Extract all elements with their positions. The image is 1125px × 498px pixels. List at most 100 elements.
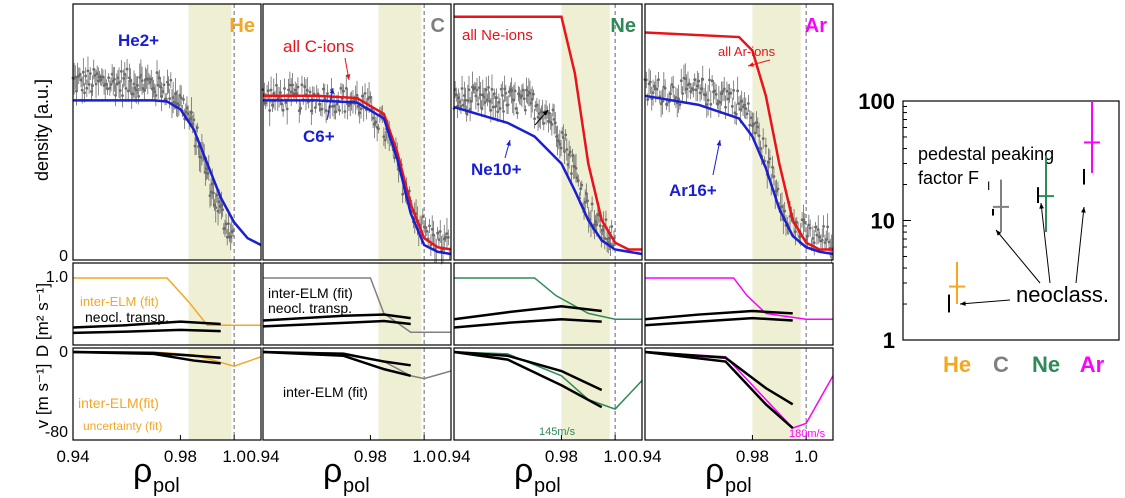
data-point [125,67,129,71]
data-point [571,154,574,157]
arrow-Ne-data-head [542,110,548,116]
data-point [308,90,312,94]
data-point [133,86,137,90]
data-point [354,98,358,102]
data-point [226,222,230,226]
data-point [148,80,152,84]
data-point [495,96,498,100]
data-point [332,104,336,108]
peaking-title-line1: pedestal peaking [918,144,1054,164]
data-point [342,89,345,93]
data-point [550,122,554,126]
data-point [564,133,568,137]
data-point [669,92,672,96]
data-point [213,203,216,207]
data-point [490,87,494,91]
data-point [446,235,450,239]
data-point [648,80,652,84]
data-point [753,131,757,135]
data-point [475,88,479,92]
data-point [149,78,153,81]
data-point [458,100,462,104]
data-point [485,98,489,102]
data-point [732,88,736,92]
peaking-title-sub: I [987,179,990,193]
panel-frame [262,347,452,441]
panel-frame [262,3,452,261]
peaking-title-line2: factor F [918,168,979,188]
D-tick-1: 1.0 [46,269,68,286]
data-point [755,121,758,124]
panel-frame [72,262,262,346]
data-point [334,110,337,114]
data-point [296,85,300,89]
data-point [134,88,138,92]
data-point [99,78,103,82]
data-point [566,163,570,166]
data-point [716,102,719,106]
data-point [428,224,431,228]
data-point [487,85,490,89]
data-point [767,160,770,164]
data-point [208,194,212,198]
data-point [131,92,135,96]
data-point [324,109,328,112]
data-point [127,76,131,80]
data-point [689,90,693,93]
data-point [557,140,561,143]
data-point [225,235,229,239]
data-point [214,206,218,210]
arrow-neocl-C-head [996,230,1002,236]
data-point [109,83,113,86]
data-point [98,75,101,79]
data-point [823,241,827,245]
data-point [512,98,516,102]
data-point [674,96,678,99]
data-point [659,102,663,106]
data-point [459,105,463,108]
data-point [492,92,496,96]
data-point [178,93,182,97]
data-point [526,93,530,97]
data-point [496,110,500,114]
data-point [287,88,290,92]
data-point [299,107,302,110]
data-point [740,99,744,103]
arrow-neocl-He [959,299,1011,305]
x-tick-label: 0.98 [736,447,769,466]
data-point [279,91,282,95]
data-point [186,112,190,116]
data-point [507,90,511,94]
data-point [653,84,656,88]
data-point [303,85,307,88]
panel-frame [262,262,452,346]
D-neocl-line [262,319,411,328]
x-tick-label: 0.94 [246,447,279,466]
data-point [152,87,155,90]
data-point [335,102,339,106]
data-point [561,136,565,140]
data-point [190,110,193,114]
rho-symbol: ρ [133,452,152,490]
data-point [338,109,341,112]
data-point [300,83,304,87]
data-point [718,100,722,104]
peaking-category-He: He [943,352,971,377]
D-fit-line [645,277,833,321]
data-point [701,77,705,81]
data-point [555,135,558,138]
data-point [663,86,667,90]
x-tick-label: 1.0 [603,447,627,466]
data-point [605,237,609,241]
data-point [288,83,292,87]
data-point [771,165,774,169]
data-point [229,235,233,239]
data-point [536,115,540,119]
data-point [92,68,96,71]
data-point [122,77,126,80]
data-point [220,204,223,207]
v-axis-label: v [m s⁻¹] [33,364,52,429]
data-point [513,89,517,93]
data-point [651,91,655,95]
data-point [356,105,360,108]
